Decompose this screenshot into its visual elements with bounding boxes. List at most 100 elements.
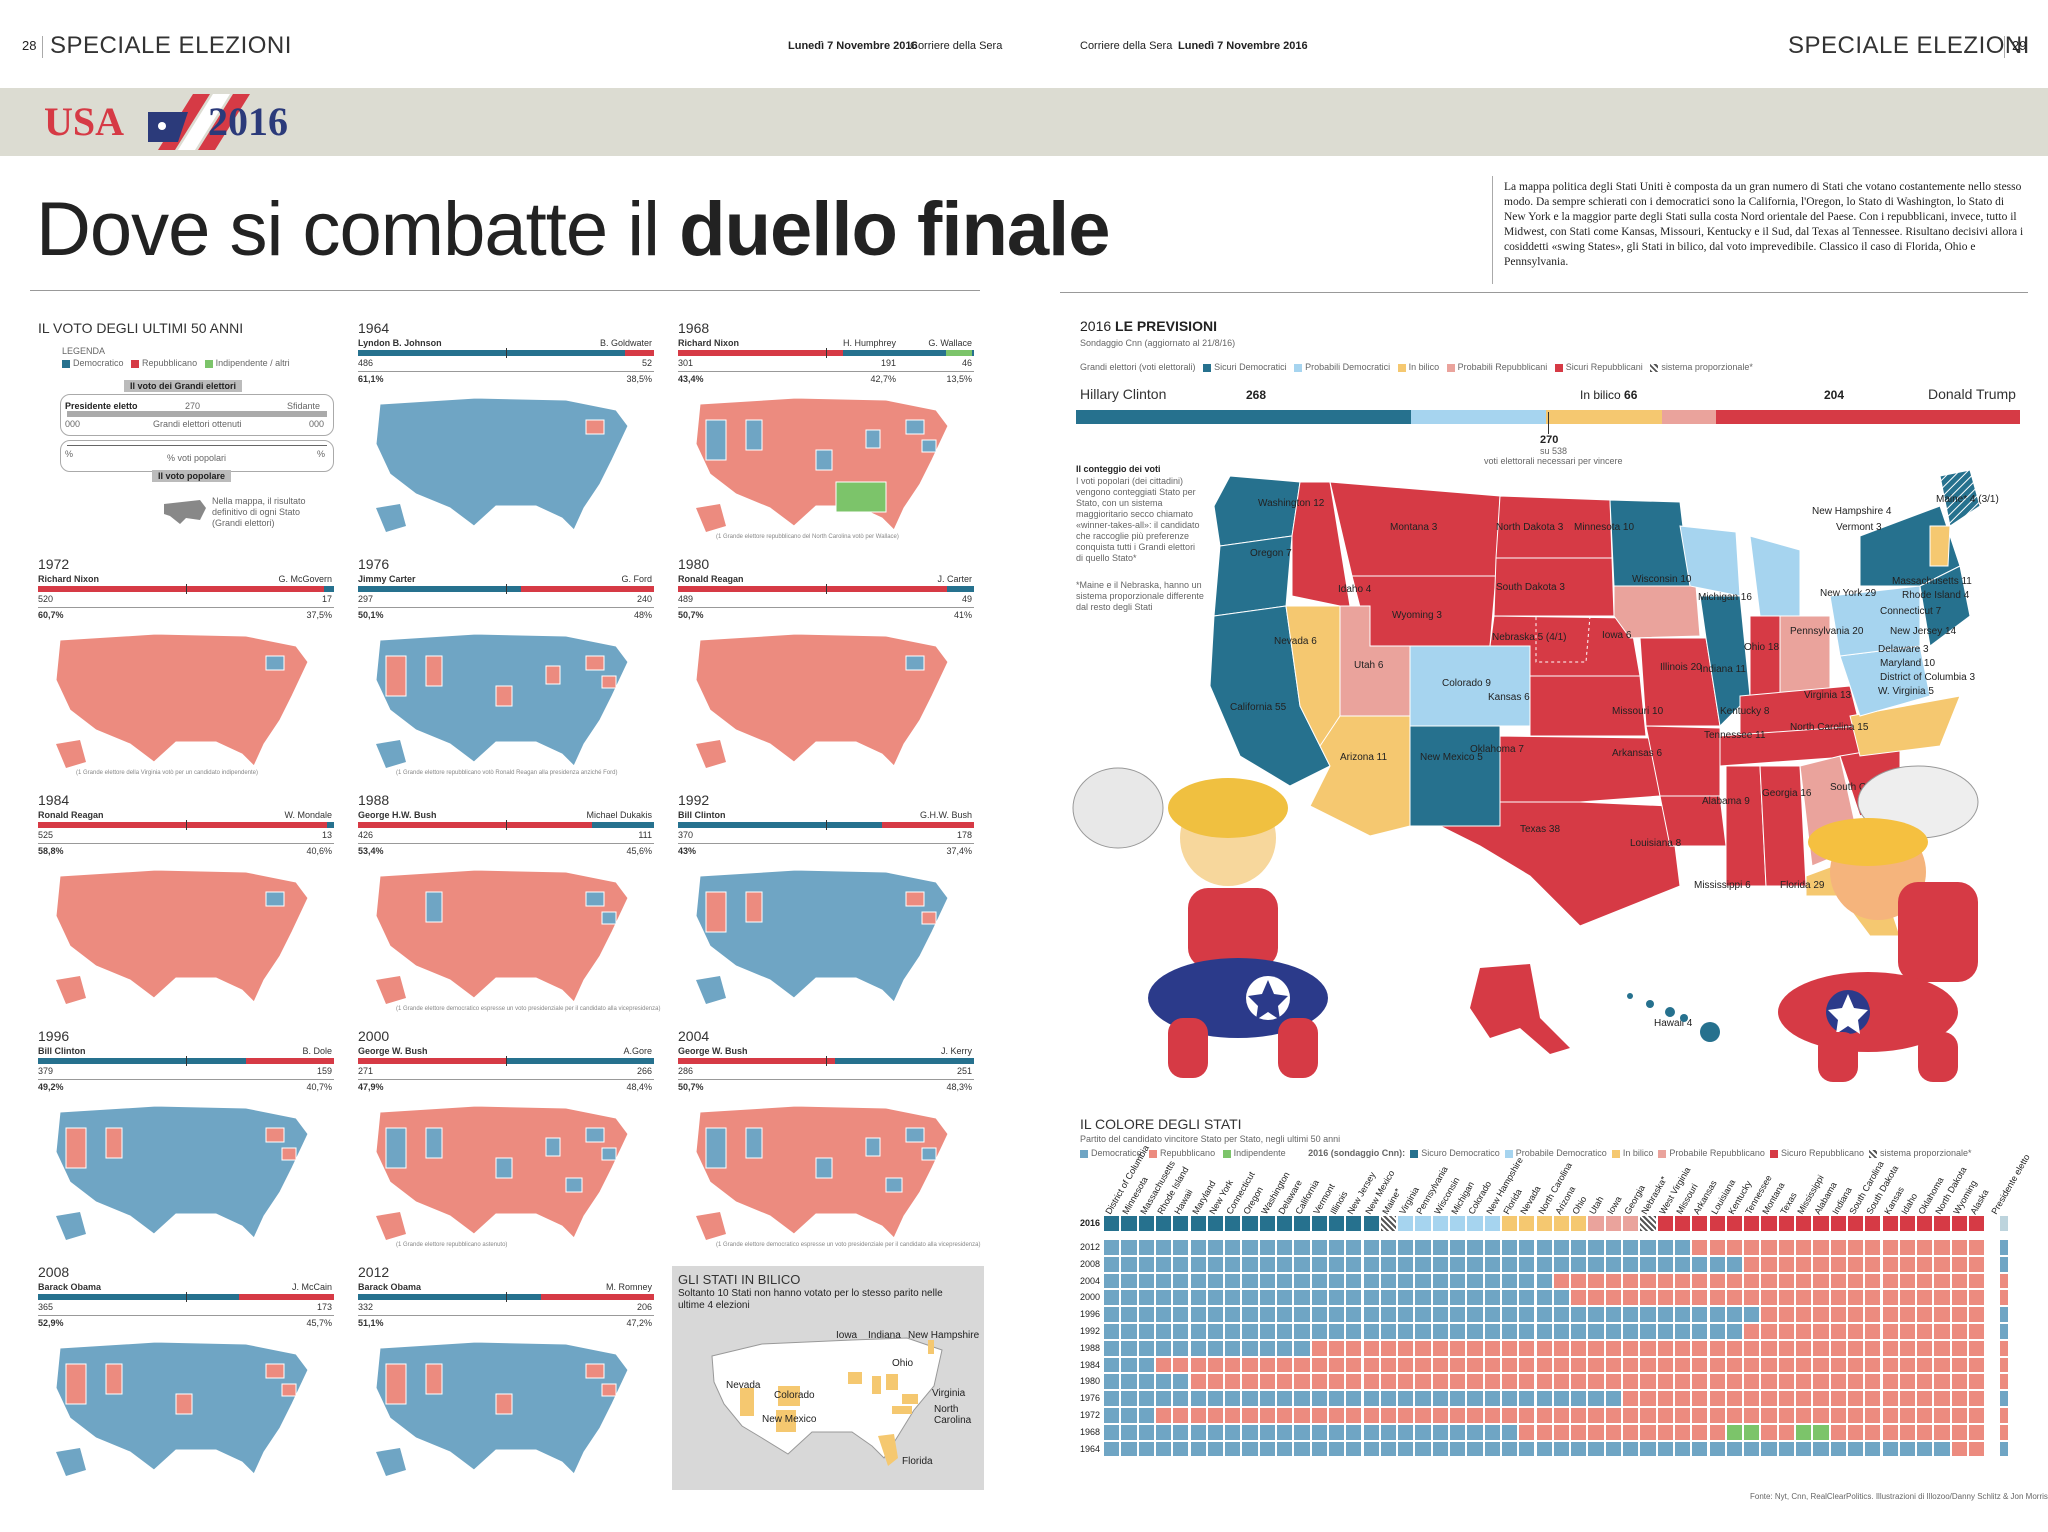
grid-cell [1484,1216,1500,1231]
popular-line [38,843,334,844]
grid-cell [1225,1408,1241,1423]
grid-cell [1484,1441,1500,1457]
state-label: Pennsylvania 20 [1790,626,1864,637]
grid-cell [1588,1273,1604,1289]
grid-cell [1277,1240,1293,1255]
grid-cell [1865,1240,1881,1255]
grid-cell [1865,1408,1881,1423]
grid-cell [1605,1441,1621,1457]
grid-cell [1588,1256,1604,1272]
grid-cell [1882,1408,1898,1423]
grid-cell [1709,1357,1725,1373]
grid-cell [1865,1340,1881,1356]
grid-cell [1847,1424,1864,1440]
loser-bar [239,1294,334,1300]
grid-cell [1363,1307,1379,1322]
grid-cell [1830,1424,1846,1440]
grid-cell [1363,1240,1379,1255]
election-year: 2012 [358,1264,390,1280]
grid-cell [1813,1391,1829,1406]
grid-cell [1571,1324,1587,1339]
grid-cell [1640,1290,1656,1306]
grid-cell [1467,1324,1483,1339]
state-label: Hawaii 4 [1654,1018,1693,1029]
swing-iowa: Iowa [836,1330,858,1341]
grid-cell [1796,1340,1812,1356]
winner-ev: 525 [38,830,54,840]
grid-cell [1917,1357,1933,1373]
grid-cell [1761,1273,1777,1289]
grid-cell [1173,1273,1189,1289]
grid-cell [1657,1374,1673,1390]
grid-cell [1346,1441,1362,1457]
grid-cell [1951,1357,1967,1373]
grid-cell [1207,1374,1224,1390]
state-label: Washington 12 [1258,498,1325,509]
grid-cell [1415,1216,1431,1231]
election-card: 1980 Ronald Reagan J. Carter 489 49 50,7% 41% [676,556,976,786]
bilico-label: In bilico 66 [1580,388,1637,402]
grid-cell [1346,1240,1362,1255]
grid-cell [1778,1216,1794,1231]
grid-cell [1346,1307,1362,1322]
grid-cell [1571,1256,1587,1272]
election-year: 1972 [38,556,70,572]
grid-cell [1796,1290,1812,1306]
winner-name: George W. Bush [358,1046,428,1056]
grandi-frame: Presidente eletto 270 Sfidante 000 Grand… [60,394,334,436]
grid-cell [1311,1256,1327,1272]
grid-cell [1778,1307,1794,1322]
grid-cell [1761,1374,1777,1390]
grid-cell [1623,1340,1639,1356]
grid-cell [1847,1408,1864,1423]
swing-ohio: Ohio [892,1358,914,1369]
grid-cell [1450,1307,1466,1322]
grid-cell [1190,1424,1206,1440]
grid-cell [1917,1290,1933,1306]
grid-cell [1190,1441,1206,1457]
legend-panel-title: IL VOTO DEGLI ULTIMI 50 ANNI [38,320,244,336]
grid-cell [1536,1357,1552,1373]
grid-cell [1501,1307,1518,1322]
grid-cell [1605,1216,1621,1231]
grid-cell [1605,1256,1621,1272]
grid-cell [1450,1374,1466,1390]
year-row-label: 1972 [1080,1410,1101,1420]
grid-cell [1744,1216,1760,1231]
presidente-label: Presidente eletto [65,401,138,411]
grid-cell [1501,1424,1518,1440]
winner-name: Lyndon B. Johnson [358,338,442,348]
grid-cell [1155,1391,1172,1406]
grid-cell [1865,1324,1881,1339]
grid-cell [1882,1256,1898,1272]
loser-name: J. Carter [937,574,972,584]
grid-cell [1104,1290,1120,1306]
grid-cell [1173,1216,1189,1231]
grid-cell [1121,1240,1137,1255]
winner-bar [358,586,521,592]
grid-cell [1882,1216,1898,1231]
grid-cell [1605,1240,1621,1255]
ne-state-label: Maryland 10 [1880,658,1936,669]
grid-cell [1917,1256,1933,1272]
grid-cell [1432,1424,1448,1440]
grid-cell [1138,1391,1154,1406]
grid-cell [1640,1216,1656,1231]
winner-name: George W. Bush [678,1046,748,1056]
grid-cell [1346,1273,1362,1289]
grid-cell [1623,1391,1639,1406]
grid-cell [1328,1391,1345,1406]
grid-cell [1519,1424,1535,1440]
grid-cell [1830,1216,1846,1231]
winner-ev: 332 [358,1302,374,1312]
grid-cell [1899,1391,1916,1406]
clinton-name: Hillary Clinton [1080,386,1167,402]
winner-ev: 520 [38,594,54,604]
grid-cell [1830,1290,1846,1306]
grid-cell [1450,1324,1466,1339]
grid-cell [1415,1357,1431,1373]
loser-name: G. Ford [621,574,652,584]
grid-cell [1190,1256,1206,1272]
grid-cell [1450,1256,1466,1272]
grid-cell [1467,1441,1483,1457]
